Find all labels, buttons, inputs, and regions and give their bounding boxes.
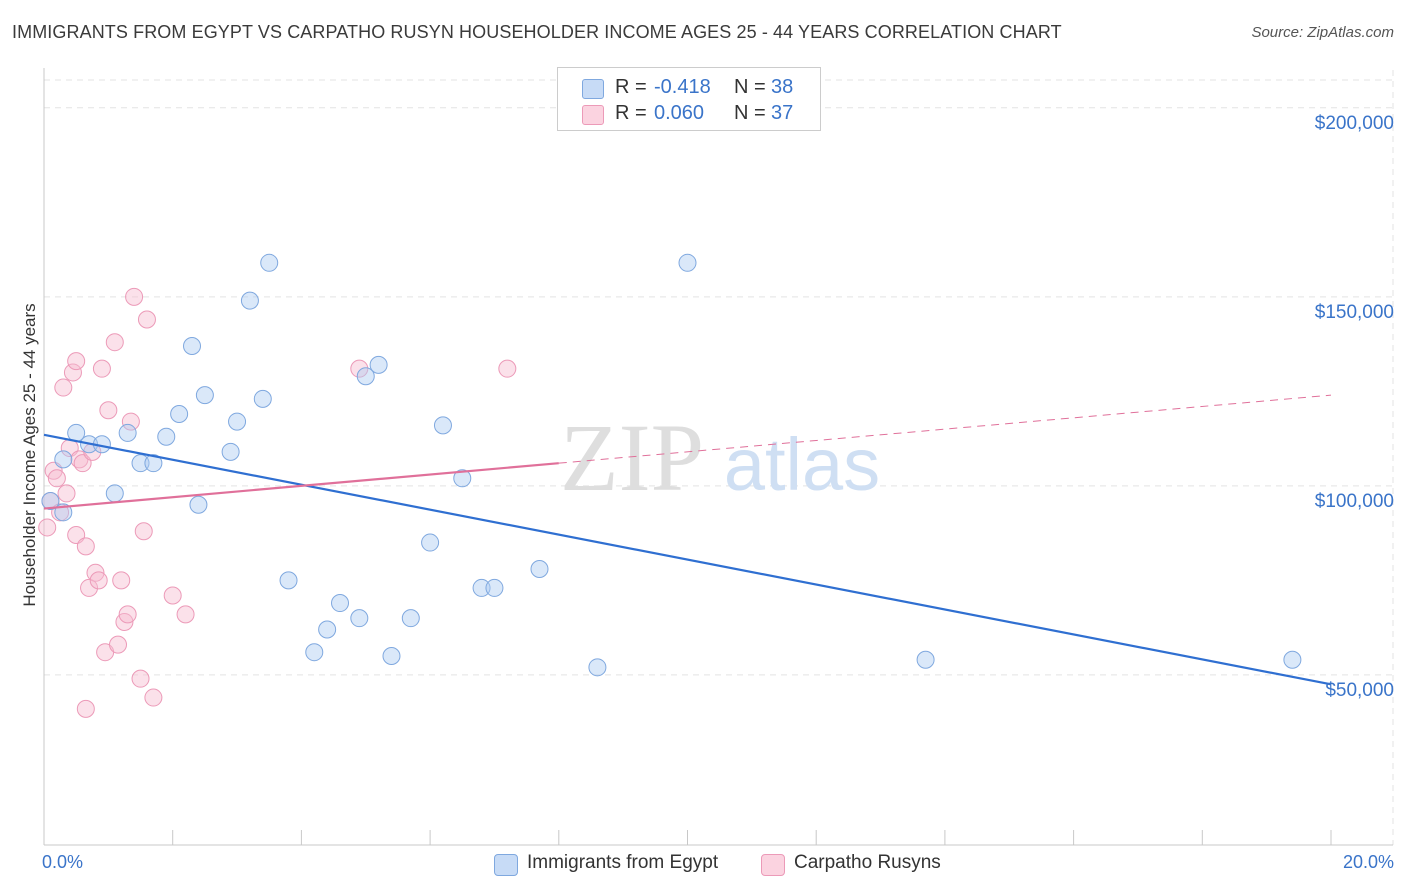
data-point-rusyn (125, 287, 144, 306)
data-point-egypt (228, 412, 247, 431)
gridlines (44, 70, 1395, 845)
data-point-egypt (131, 454, 150, 473)
x-tick-label-max: 20.0% (1342, 852, 1394, 872)
legend-n-label: N = (734, 102, 766, 124)
legend-swatch-egypt (494, 854, 518, 876)
data-point-rusyn (57, 484, 76, 503)
data-point-rusyn (112, 571, 131, 590)
legend-label-rusyn: Carpatho Rusyns (794, 852, 941, 873)
data-point-egypt (118, 423, 137, 442)
data-point-egypt (916, 650, 935, 669)
data-point-rusyn (92, 359, 111, 378)
data-point-egypt (530, 560, 549, 579)
legend-r-label: R = (615, 76, 647, 98)
data-point-egypt (183, 336, 202, 355)
data-point-rusyn (131, 669, 150, 688)
data-point-egypt (485, 578, 504, 597)
data-point-rusyn (109, 635, 128, 654)
data-point-egypt (144, 454, 163, 473)
data-point-egypt (195, 386, 214, 405)
data-point-rusyn (350, 359, 369, 378)
data-point-rusyn (63, 363, 82, 382)
y-tick-label: $200,000 (1314, 112, 1394, 134)
data-point-rusyn (118, 605, 137, 624)
data-point-egypt (279, 571, 298, 590)
data-point-egypt (318, 620, 337, 639)
chart-title: IMMIGRANTS FROM EGYPT VS CARPATHO RUSYN … (12, 22, 1062, 42)
source-label: Source: ZipAtlas.com (1251, 24, 1394, 41)
data-point-egypt (240, 291, 259, 310)
legend-swatch-rusyn (761, 854, 785, 876)
legend-r-label: R = (615, 102, 647, 124)
series-carpatho-rusyns-points (38, 287, 517, 718)
data-point-egypt (453, 469, 472, 488)
data-point-egypt (356, 367, 375, 386)
y-tick-label: $150,000 (1314, 301, 1394, 323)
data-point-rusyn (80, 578, 99, 597)
data-point-egypt (157, 427, 176, 446)
legend-swatch-egypt (582, 79, 604, 99)
data-point-rusyn (144, 688, 163, 707)
data-point-rusyn (137, 310, 156, 329)
data-point-egypt (472, 578, 491, 597)
data-point-egypt (221, 442, 240, 461)
data-point-rusyn (47, 469, 66, 488)
trend-line-egypt (43, 433, 1332, 686)
data-point-rusyn (76, 699, 95, 718)
data-point-egypt (41, 491, 60, 510)
data-point-rusyn (176, 605, 195, 624)
data-point-egypt (678, 253, 697, 272)
data-point-rusyn (89, 571, 108, 590)
legend-label-egypt: Immigrants from Egypt (527, 852, 719, 873)
data-point-egypt (588, 658, 607, 677)
data-point-egypt (105, 484, 124, 503)
data-point-egypt (54, 450, 73, 469)
data-point-egypt (1283, 650, 1302, 669)
trend-line-rusyn-extension (558, 394, 1332, 464)
data-point-rusyn (67, 352, 86, 371)
legend-n-label: N = (734, 76, 766, 98)
y-tick-label: $100,000 (1314, 490, 1394, 512)
data-point-rusyn (38, 518, 57, 537)
legend-stats: R = -0.418 N = 38 R = 0.060 N = 37 (557, 67, 821, 131)
data-point-egypt (382, 646, 401, 665)
data-point-egypt (331, 594, 350, 613)
data-point-rusyn (54, 378, 73, 397)
data-point-egypt (369, 355, 388, 374)
data-point-egypt (189, 495, 208, 514)
legend-r-value-rusyn: 0.060 (654, 102, 705, 124)
data-point-egypt (433, 416, 452, 435)
data-point-rusyn (76, 537, 95, 556)
y-tick-label: $50,000 (1325, 679, 1394, 701)
data-point-egypt (401, 609, 420, 628)
data-point-egypt (260, 253, 279, 272)
data-point-egypt (421, 533, 440, 552)
data-point-egypt (170, 405, 189, 424)
data-point-rusyn (498, 359, 517, 378)
trend-line-rusyn (43, 462, 559, 510)
watermark-zip: ZIP (560, 404, 704, 511)
data-point-egypt (253, 389, 272, 408)
legend-n-value-egypt: 38 (771, 76, 794, 98)
watermark-atlas: atlas (724, 423, 880, 506)
data-point-egypt (350, 609, 369, 628)
data-point-rusyn (163, 586, 182, 605)
data-point-rusyn (99, 401, 118, 420)
legend-swatch-rusyn (582, 105, 604, 125)
trend-lines (43, 394, 1332, 686)
data-point-rusyn (121, 412, 140, 431)
x-tick-label-min: 0.0% (42, 852, 84, 872)
data-point-rusyn (134, 522, 153, 541)
data-point-rusyn (105, 333, 124, 352)
legend-r-value-egypt: -0.418 (654, 76, 711, 98)
legend-n-value-rusyn: 37 (771, 102, 794, 124)
series-immigrants-egypt-points (41, 253, 1302, 677)
data-point-egypt (305, 643, 324, 662)
axes (43, 68, 1393, 846)
